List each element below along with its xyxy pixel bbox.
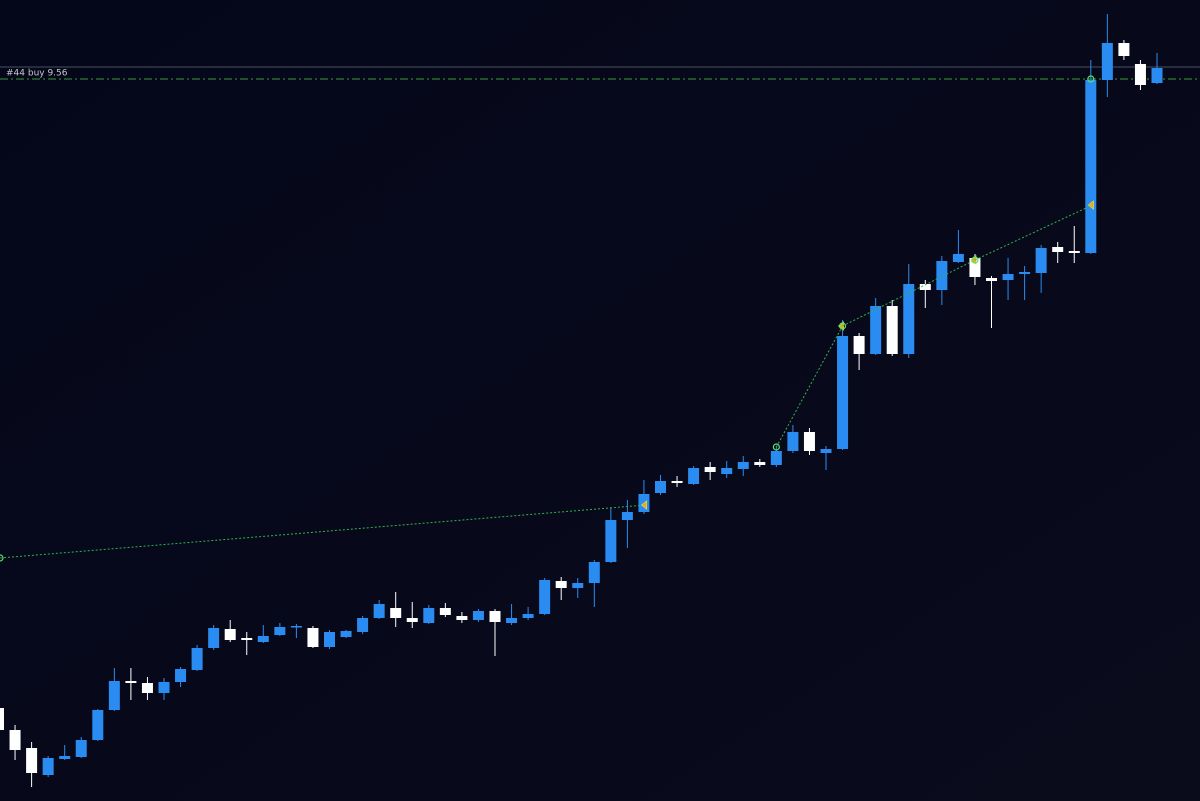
candle-body: [886, 306, 898, 354]
candle-body: [539, 580, 551, 614]
trade-entry: [971, 256, 979, 264]
candle-body: [737, 462, 749, 469]
candle-body: [1101, 43, 1113, 80]
candle-body: [1134, 64, 1146, 85]
candle-body: [820, 449, 832, 453]
candle-body: [59, 756, 71, 759]
candle-body: [324, 632, 335, 647]
trade-entry: [772, 443, 780, 451]
candle-body: [506, 618, 518, 623]
candle-body: [770, 451, 782, 465]
trade-line: [775, 325, 843, 448]
trade-entry: [0, 554, 4, 562]
candle-body: [456, 616, 468, 620]
candle-body: [952, 254, 964, 262]
candle-body: [1085, 80, 1097, 253]
candle-body: [489, 611, 501, 622]
candle-body: [1118, 43, 1130, 56]
candle-body: [688, 468, 700, 484]
trade-line: [842, 259, 976, 327]
candle-body: [572, 583, 584, 588]
candle-body: [26, 748, 38, 773]
candle-body: [671, 481, 683, 483]
candle-body: [92, 710, 104, 740]
candle-body: [1052, 247, 1064, 252]
candle-body: [158, 682, 170, 693]
candle-body: [390, 608, 402, 618]
trade-line: [974, 204, 1093, 261]
trade-exit: [1087, 200, 1094, 210]
candle-body: [175, 669, 187, 682]
candle-body: [125, 681, 137, 683]
candle-body: [274, 627, 286, 635]
order-label: #44 buy 9.56: [6, 69, 68, 79]
candle-body: [1019, 272, 1031, 274]
candle-body: [0, 708, 4, 730]
candle-body: [1002, 274, 1014, 280]
candle-body: [208, 628, 220, 648]
candle-body: [605, 520, 617, 562]
candle-body: [472, 611, 484, 620]
candle-body: [588, 562, 600, 583]
candle-body: [969, 258, 981, 277]
candle-body: [1035, 248, 1047, 273]
candle-body: [1151, 68, 1163, 83]
order-marker: [1087, 75, 1095, 83]
candle-body: [439, 608, 451, 615]
trade-entry: [838, 322, 847, 330]
candle-body: [1068, 251, 1080, 253]
candle-body: [704, 467, 716, 472]
candle-body: [340, 631, 352, 637]
candle-body: [141, 683, 153, 693]
candle-body: [75, 740, 87, 757]
candle-body: [803, 432, 815, 451]
candle-body: [936, 261, 948, 290]
candle-body: [357, 618, 369, 632]
candle-body: [307, 628, 319, 647]
candle-body: [42, 758, 54, 775]
candle-body: [837, 336, 849, 449]
candle-body: [257, 636, 269, 642]
candle-body: [224, 629, 236, 640]
trade-exit: [640, 500, 648, 510]
candle-body: [754, 462, 766, 465]
candle-body: [986, 278, 997, 281]
candle-body: [787, 432, 799, 451]
candle-body: [903, 284, 915, 354]
candle-body: [721, 468, 733, 474]
candle-body: [621, 512, 633, 520]
candle-body: [191, 648, 203, 670]
candle-body: [108, 681, 120, 710]
candle-body: [919, 284, 931, 290]
candle-body: [241, 638, 253, 640]
candle-body: [423, 608, 435, 623]
candle-body: [373, 604, 385, 618]
candle-body: [290, 626, 302, 628]
candle-body: [406, 618, 418, 622]
candle-body: [853, 336, 865, 354]
candle-body: [522, 614, 534, 618]
candle-body: [9, 730, 21, 750]
candle-body: [555, 581, 567, 588]
candle-body: [870, 306, 882, 354]
candle-body: [655, 481, 666, 493]
